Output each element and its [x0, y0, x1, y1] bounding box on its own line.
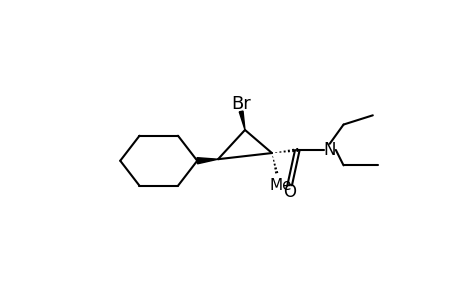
Text: Br: Br — [231, 95, 251, 113]
Text: O: O — [283, 182, 296, 200]
Text: Me: Me — [269, 178, 291, 194]
Polygon shape — [196, 158, 218, 164]
Text: N: N — [323, 141, 335, 159]
Polygon shape — [239, 111, 245, 130]
